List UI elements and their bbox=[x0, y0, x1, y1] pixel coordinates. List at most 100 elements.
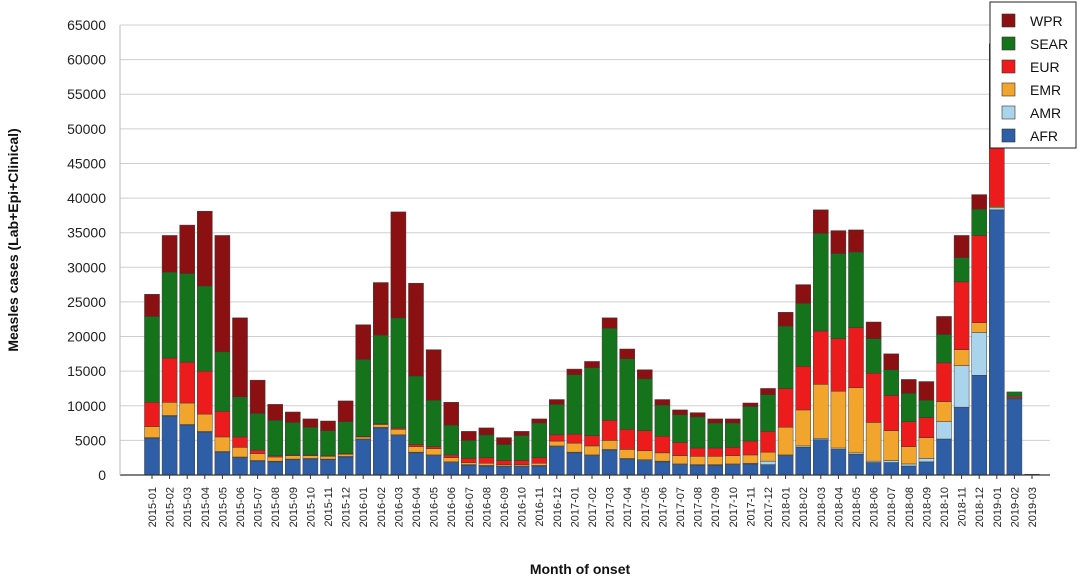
bar-segment-emr bbox=[461, 462, 477, 465]
x-tick-label: 2015-03 bbox=[182, 487, 194, 527]
x-axis-title: Month of onset bbox=[530, 561, 631, 577]
bar-segment-wpr bbox=[179, 224, 195, 274]
bar-segment-wpr bbox=[637, 369, 653, 380]
bar-segment-emr bbox=[918, 437, 935, 459]
bar-segment-amr bbox=[918, 458, 935, 463]
x-tick-label: 2019-01 bbox=[992, 487, 1004, 527]
x-tick-label: 2016-12 bbox=[552, 487, 564, 527]
bar-segment-sear bbox=[531, 422, 547, 458]
legend-swatch-afr bbox=[1001, 128, 1016, 143]
x-tick-label: 2017-04 bbox=[622, 487, 634, 527]
bar-segment-sear bbox=[971, 208, 987, 236]
bar-segment-amr bbox=[760, 460, 776, 465]
bar-segment-sear bbox=[513, 435, 530, 461]
bar-segment-emr bbox=[672, 455, 688, 465]
bar-segment-eur bbox=[742, 440, 759, 456]
y-tick-label: 60000 bbox=[67, 52, 106, 68]
bar-segment-sear bbox=[813, 233, 829, 332]
bar-segment-eur bbox=[161, 357, 178, 403]
bar-segment-afr bbox=[355, 439, 371, 476]
y-tick-label: 50000 bbox=[67, 121, 106, 137]
bar-segment-afr bbox=[549, 446, 565, 476]
bar-segment-afr bbox=[795, 447, 811, 476]
bar-segment-wpr bbox=[496, 437, 512, 445]
x-tick-label: 2015-10 bbox=[305, 487, 317, 527]
bar-segment-emr bbox=[337, 453, 354, 457]
x-tick-label: 2018-05 bbox=[851, 487, 863, 527]
bar-segment-wpr bbox=[830, 230, 847, 254]
bar-segment-sear bbox=[161, 271, 178, 359]
bar-segment-emr bbox=[267, 456, 283, 462]
bar-segment-sear bbox=[742, 406, 759, 442]
x-tick-label: 2017-06 bbox=[657, 487, 669, 527]
bar-segment-afr bbox=[267, 461, 283, 476]
bar-segment-eur bbox=[725, 447, 741, 456]
bar-segment-eur bbox=[584, 435, 600, 447]
bar-segment-sear bbox=[689, 416, 706, 449]
bar-segment-emr bbox=[637, 450, 653, 461]
bar-segment-eur bbox=[918, 417, 935, 438]
bar-segment-eur bbox=[566, 433, 583, 444]
bar-segment-emr bbox=[390, 429, 407, 436]
bar-segment-afr bbox=[161, 415, 178, 476]
bar-segment-wpr bbox=[619, 348, 635, 359]
legend-label-emr: EMR bbox=[1030, 82, 1061, 98]
bar-segment-wpr bbox=[214, 235, 231, 353]
bar-segment-eur bbox=[214, 411, 231, 438]
bar-segment-sear bbox=[478, 434, 495, 458]
bar-segment-emr bbox=[725, 455, 741, 465]
bar-segment-eur bbox=[549, 434, 565, 442]
bar-segment-eur bbox=[813, 330, 829, 385]
bar-segment-wpr bbox=[337, 400, 354, 422]
bar-segment-sear bbox=[1006, 391, 1023, 397]
bar-segment-wpr bbox=[285, 411, 301, 423]
x-tick-labels: 2015-01 2015-02 2015-03 2015-04 2015-05 2015-… bbox=[147, 475, 1039, 527]
y-tick-label: 30000 bbox=[67, 259, 106, 275]
bar-segment-wpr bbox=[355, 324, 371, 360]
bar-segment-sear bbox=[425, 399, 442, 447]
legend-label-wpr: WPR bbox=[1030, 13, 1063, 29]
x-tick-label: 2016-05 bbox=[429, 487, 441, 527]
bar-segment-afr bbox=[584, 455, 600, 476]
bar-segment-afr bbox=[390, 435, 407, 476]
bar-segment-sear bbox=[496, 444, 512, 461]
bar-segment-emr bbox=[971, 322, 987, 333]
bar-segment-afr bbox=[742, 463, 759, 476]
bar-segment-wpr bbox=[161, 235, 178, 273]
y-tick-label: 65000 bbox=[67, 17, 106, 33]
bar-segment-wpr bbox=[883, 353, 899, 371]
bar-segment-eur bbox=[760, 431, 776, 453]
bar-segment-emr bbox=[408, 446, 424, 453]
bar-segment-emr bbox=[179, 402, 195, 425]
bar-segment-emr bbox=[848, 387, 864, 454]
bar-segment-wpr bbox=[249, 379, 266, 414]
bar-segment-afr bbox=[654, 461, 671, 476]
bar-segment-afr bbox=[760, 464, 776, 476]
bar-segment-emr bbox=[566, 442, 583, 453]
bar-segment-sear bbox=[777, 325, 794, 389]
x-tick-label: 2017-07 bbox=[675, 487, 687, 527]
bar-segment-eur bbox=[654, 435, 671, 454]
y-tick-label: 45000 bbox=[67, 155, 106, 171]
y-tick-label: 40000 bbox=[67, 190, 106, 206]
x-tick-label: 2018-12 bbox=[974, 487, 986, 527]
bar-segment-sear bbox=[249, 413, 266, 451]
bar-segment-wpr bbox=[918, 381, 935, 401]
bar-segment-sear bbox=[883, 369, 899, 396]
bar-segment-emr bbox=[549, 440, 565, 447]
bar-segment-afr bbox=[883, 462, 899, 476]
bar-segment-sear bbox=[901, 393, 917, 422]
legend: WPR SEAR EUR EMR AMR AFR bbox=[989, 1, 1077, 149]
x-tick-label: 2017-05 bbox=[640, 487, 652, 527]
x-tick-label: 2018-06 bbox=[869, 487, 881, 527]
bar-segment-afr bbox=[865, 462, 882, 476]
bar-segment-emr bbox=[936, 401, 952, 422]
legend-swatch-eur bbox=[1001, 59, 1016, 74]
y-tick-label: 5000 bbox=[75, 432, 106, 448]
bar-segment-amr bbox=[901, 463, 917, 467]
bar-segment-sear bbox=[865, 338, 882, 374]
bar-segment-amr bbox=[883, 460, 899, 463]
bar-segment-eur bbox=[478, 457, 495, 464]
bar-segment-eur bbox=[848, 327, 864, 389]
bar-segment-amr bbox=[971, 332, 987, 376]
